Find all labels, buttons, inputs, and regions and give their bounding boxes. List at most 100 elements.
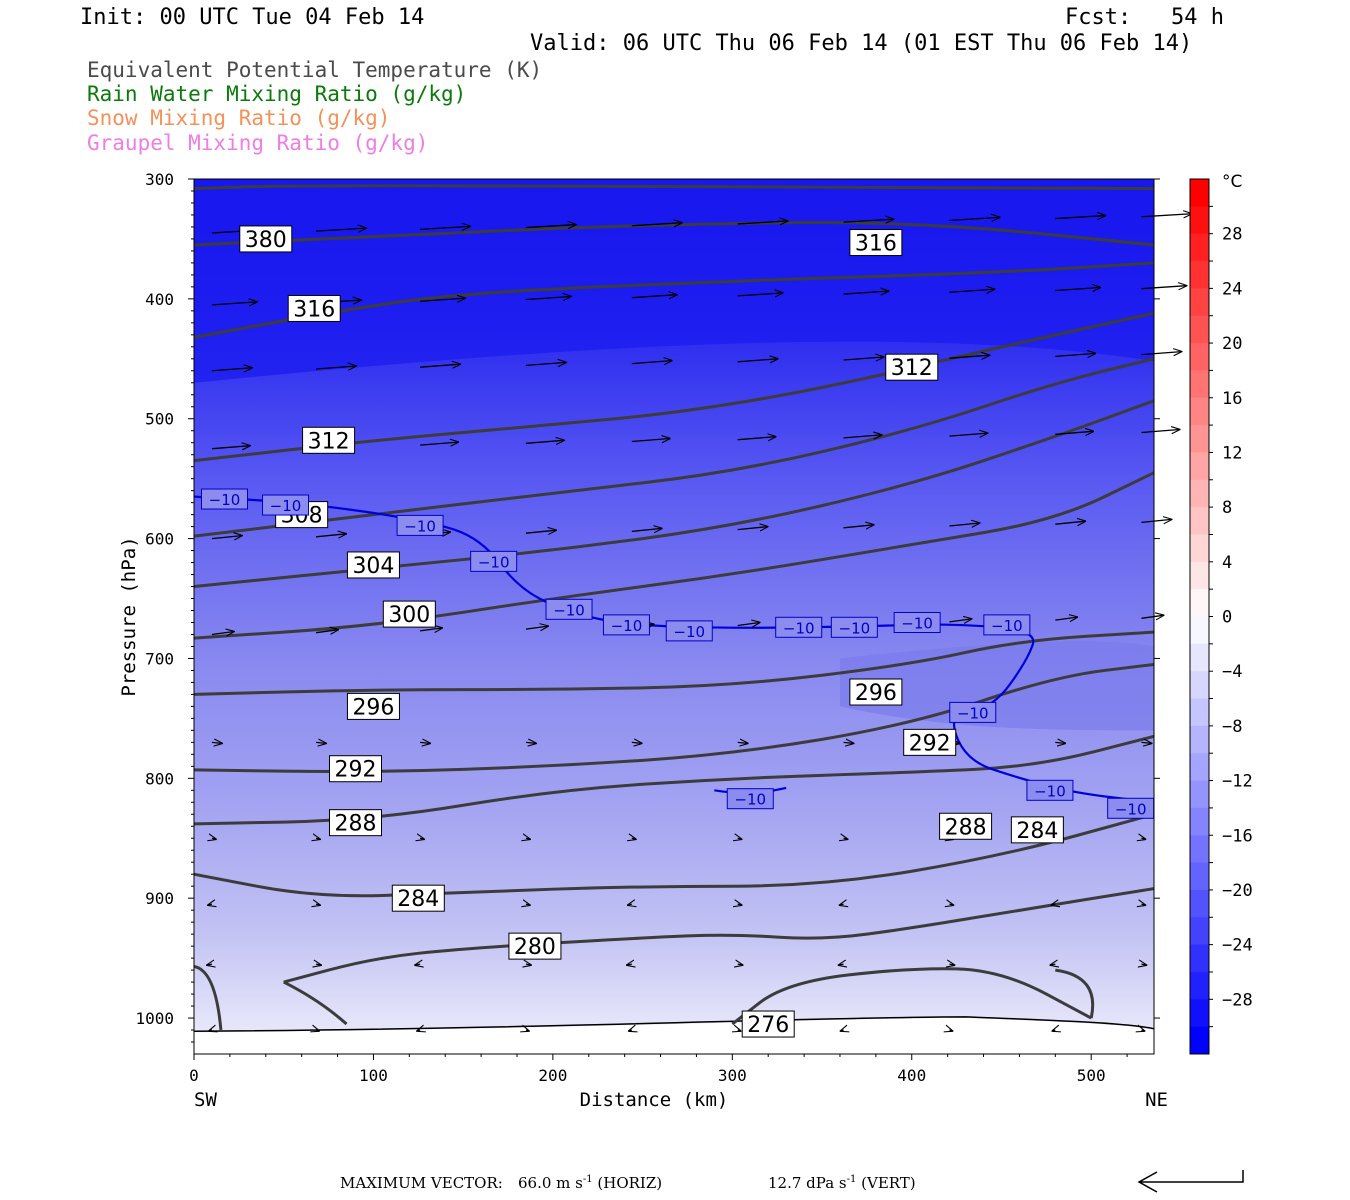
y-tick-label: 800 bbox=[145, 769, 174, 788]
wind-vector bbox=[1141, 214, 1191, 217]
colorbar-tick-label: 24 bbox=[1222, 279, 1242, 299]
wind-vector bbox=[1141, 838, 1145, 839]
x-right-end-label: NE bbox=[1145, 1089, 1168, 1111]
wind-vector bbox=[1141, 352, 1181, 355]
theta-e-label: 304 bbox=[346, 551, 400, 579]
theta-e-label: 316 bbox=[849, 229, 903, 257]
y-tick-label: 500 bbox=[145, 410, 174, 429]
wind-vector bbox=[1055, 617, 1077, 620]
colorbar-segment bbox=[1190, 315, 1209, 344]
wind-vector bbox=[632, 838, 636, 839]
isotherm-label-text: −10 bbox=[209, 491, 241, 509]
isotherm-label-text: −10 bbox=[991, 617, 1023, 635]
x-tick-label: 0 bbox=[189, 1066, 199, 1085]
wind-vector bbox=[1051, 904, 1055, 905]
theta-e-label-text: 296 bbox=[855, 681, 897, 706]
colorbar-segment bbox=[1190, 233, 1209, 262]
theta-e-contour-284 bbox=[194, 812, 1154, 898]
wind-vector bbox=[1141, 1030, 1144, 1031]
colorbar: 28 24 20 16 12 8 4 0 −4 −8 −12 −16 −20 −24 −28 °C bbox=[1189, 172, 1253, 1055]
wind-vector bbox=[949, 355, 989, 358]
isotherm-label: −10 bbox=[775, 616, 823, 638]
theta-e-label: 316 bbox=[287, 294, 341, 322]
colorbar-segment bbox=[1190, 671, 1209, 700]
wind-vector bbox=[417, 1030, 420, 1031]
colorbar-unit: °C bbox=[1222, 172, 1242, 192]
colorbar-segment bbox=[1190, 179, 1209, 207]
wind-vector bbox=[1055, 287, 1100, 290]
wind-vector bbox=[315, 630, 338, 633]
colorbar-tick-label: −4 bbox=[1222, 662, 1242, 682]
wind-vector bbox=[628, 904, 632, 905]
colorbar-segment bbox=[1190, 889, 1209, 918]
isotherm-label-text: −10 bbox=[734, 791, 766, 809]
theta-e-label: 380 bbox=[239, 225, 293, 253]
theta-e-label-text: 300 bbox=[388, 603, 430, 628]
colorbar-tick-label: 4 bbox=[1222, 553, 1232, 573]
theta-e-label: 292 bbox=[328, 755, 382, 783]
theta-e-label-text: 304 bbox=[352, 554, 394, 579]
y-tick-label: 300 bbox=[145, 170, 174, 189]
isotherm-label-text: −10 bbox=[839, 619, 871, 637]
wind-vector bbox=[631, 742, 642, 743]
isotherm-label: −10 bbox=[602, 614, 650, 636]
wind-vector bbox=[737, 293, 783, 296]
colorbar-segment bbox=[1190, 917, 1209, 946]
theta-e-label: 284 bbox=[1010, 816, 1064, 844]
wind-vector bbox=[737, 527, 768, 530]
isotherm-label-text: −10 bbox=[404, 517, 436, 535]
wind-vector bbox=[738, 964, 743, 965]
isotherm-label-text: −10 bbox=[270, 497, 302, 515]
wind-vector bbox=[631, 295, 677, 298]
wind-vector bbox=[631, 528, 662, 531]
wind-vector bbox=[1141, 519, 1171, 522]
theta-e-label-text: 284 bbox=[397, 887, 439, 912]
wind-vector bbox=[737, 437, 776, 440]
wind-vector bbox=[843, 525, 874, 528]
theta-e-contour-316 bbox=[194, 221, 1154, 247]
theta-e-label: 288 bbox=[939, 812, 993, 840]
colorbar-segment bbox=[1190, 1026, 1209, 1055]
wind-vector bbox=[738, 838, 742, 839]
cold-band bbox=[194, 179, 1154, 383]
colorbar-segment bbox=[1190, 780, 1209, 809]
theta-e-contour-280-closure bbox=[283, 980, 348, 1026]
wind-vector bbox=[415, 964, 420, 965]
wind-vector bbox=[738, 1030, 741, 1031]
colorbar-tick-label: 8 bbox=[1222, 498, 1232, 518]
colorbar-tick-label: 0 bbox=[1222, 608, 1232, 628]
wind-vector bbox=[1141, 904, 1145, 905]
isotherm-label-text: −10 bbox=[1115, 800, 1147, 818]
theta-e-label-text: 316 bbox=[293, 297, 335, 322]
footer-vector-info: MAXIMUM VECTOR: 66.0 m s-1 (HORIZ) 12.7 … bbox=[0, 1170, 1350, 1198]
theta-e-contour-312 bbox=[194, 311, 1154, 463]
wind-vector bbox=[211, 446, 250, 449]
colorbar-segment bbox=[1190, 698, 1209, 727]
colorbar-segment bbox=[1190, 971, 1209, 1000]
wind-vector bbox=[1052, 1030, 1055, 1031]
wind-vector bbox=[526, 964, 531, 965]
isotherm-label: −10 bbox=[1107, 797, 1155, 819]
y-axis-title: Pressure (hPa) bbox=[118, 536, 140, 696]
theta-e-label: 312 bbox=[302, 426, 356, 454]
wind-vector bbox=[316, 904, 320, 905]
surface-terrain bbox=[194, 1018, 1154, 1054]
colorbar-segment bbox=[1190, 589, 1209, 617]
wind-vector bbox=[737, 221, 788, 224]
wind-vector bbox=[949, 619, 971, 622]
wind-vector bbox=[525, 530, 556, 533]
theta-e-contour-276-closure bbox=[1055, 968, 1095, 1019]
wind-vector bbox=[1141, 615, 1163, 618]
isotherm-label-text: −10 bbox=[553, 601, 585, 619]
wind-vector bbox=[949, 964, 954, 965]
isotherm-label-text: −10 bbox=[901, 614, 933, 632]
theta-e-contour-292 bbox=[194, 662, 1154, 773]
isotherm-label: −10 bbox=[1026, 779, 1074, 801]
isotherm-label: −10 bbox=[983, 614, 1031, 636]
wind-vector bbox=[211, 536, 242, 539]
wind-vector bbox=[1141, 430, 1179, 433]
wind-vector bbox=[629, 1030, 632, 1031]
isotherm-label: −10 bbox=[262, 494, 310, 516]
wind-vector bbox=[315, 534, 346, 537]
theta-e-contour-304 bbox=[194, 399, 1154, 589]
